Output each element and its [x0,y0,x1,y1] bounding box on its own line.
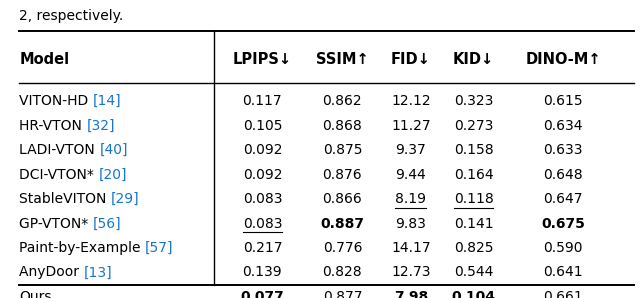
Text: 0.876: 0.876 [323,168,362,181]
Text: 0.118: 0.118 [454,192,493,206]
Text: 7.98: 7.98 [394,290,428,298]
Text: 0.776: 0.776 [323,241,362,255]
Text: 14.17: 14.17 [391,241,431,255]
Text: [20]: [20] [99,168,127,181]
Text: HR-VTON: HR-VTON [19,119,86,133]
Text: Ours: Ours [19,290,52,298]
Text: AnyDoor: AnyDoor [19,266,84,279]
Text: 2, respectively.: 2, respectively. [19,9,124,23]
Text: [40]: [40] [99,143,128,157]
Text: [13]: [13] [84,266,112,279]
Text: 11.27: 11.27 [391,119,431,133]
Text: [29]: [29] [111,192,140,206]
Text: StableVITON: StableVITON [19,192,111,206]
Text: 0.083: 0.083 [243,217,282,230]
Text: Paint-by-Example: Paint-by-Example [19,241,145,255]
Text: GP-VTON*: GP-VTON* [19,217,93,230]
Text: KID↓: KID↓ [453,52,494,67]
Text: 12.12: 12.12 [391,94,431,108]
Text: 0.083: 0.083 [243,192,282,206]
Text: [56]: [56] [93,217,122,230]
Text: 0.217: 0.217 [243,241,282,255]
Text: 0.117: 0.117 [243,94,282,108]
Text: 0.164: 0.164 [454,168,493,181]
Text: 0.104: 0.104 [452,290,495,298]
Text: 0.866: 0.866 [323,192,362,206]
Text: 0.544: 0.544 [454,266,493,279]
Text: Model: Model [19,52,69,67]
Text: 0.641: 0.641 [543,266,583,279]
Text: 0.862: 0.862 [323,94,362,108]
Text: 9.37: 9.37 [396,143,426,157]
Text: LADI-VTON: LADI-VTON [19,143,99,157]
Text: 0.828: 0.828 [323,266,362,279]
Text: DINO-M↑: DINO-M↑ [525,52,601,67]
Text: 0.092: 0.092 [243,143,282,157]
Text: 0.105: 0.105 [243,119,282,133]
Text: [57]: [57] [145,241,173,255]
Text: 0.590: 0.590 [543,241,583,255]
Text: LPIPS↓: LPIPS↓ [233,52,292,67]
Text: 9.83: 9.83 [396,217,426,230]
Text: 9.44: 9.44 [396,168,426,181]
Text: 0.633: 0.633 [543,143,583,157]
Text: 12.73: 12.73 [391,266,431,279]
Text: 0.887: 0.887 [321,217,364,230]
Text: 0.825: 0.825 [454,241,493,255]
Text: 0.615: 0.615 [543,94,583,108]
Text: FID↓: FID↓ [391,52,431,67]
Text: 0.634: 0.634 [543,119,583,133]
Text: 0.158: 0.158 [454,143,493,157]
Text: 0.092: 0.092 [243,168,282,181]
Text: 0.323: 0.323 [454,94,493,108]
Text: 0.661: 0.661 [543,290,583,298]
Text: 0.141: 0.141 [454,217,493,230]
Text: SSIM↑: SSIM↑ [316,52,369,67]
Text: 0.648: 0.648 [543,168,583,181]
Text: 0.273: 0.273 [454,119,493,133]
Text: 0.077: 0.077 [241,290,284,298]
Text: 0.647: 0.647 [543,192,583,206]
Text: 0.675: 0.675 [541,217,585,230]
Text: 0.875: 0.875 [323,143,362,157]
Text: VITON-HD: VITON-HD [19,94,93,108]
Text: 0.868: 0.868 [323,119,362,133]
Text: 8.19: 8.19 [396,192,426,206]
Text: [14]: [14] [93,94,122,108]
Text: 0.877: 0.877 [323,290,362,298]
Text: 0.139: 0.139 [243,266,282,279]
Text: [32]: [32] [86,119,115,133]
Text: DCI-VTON*: DCI-VTON* [19,168,99,181]
